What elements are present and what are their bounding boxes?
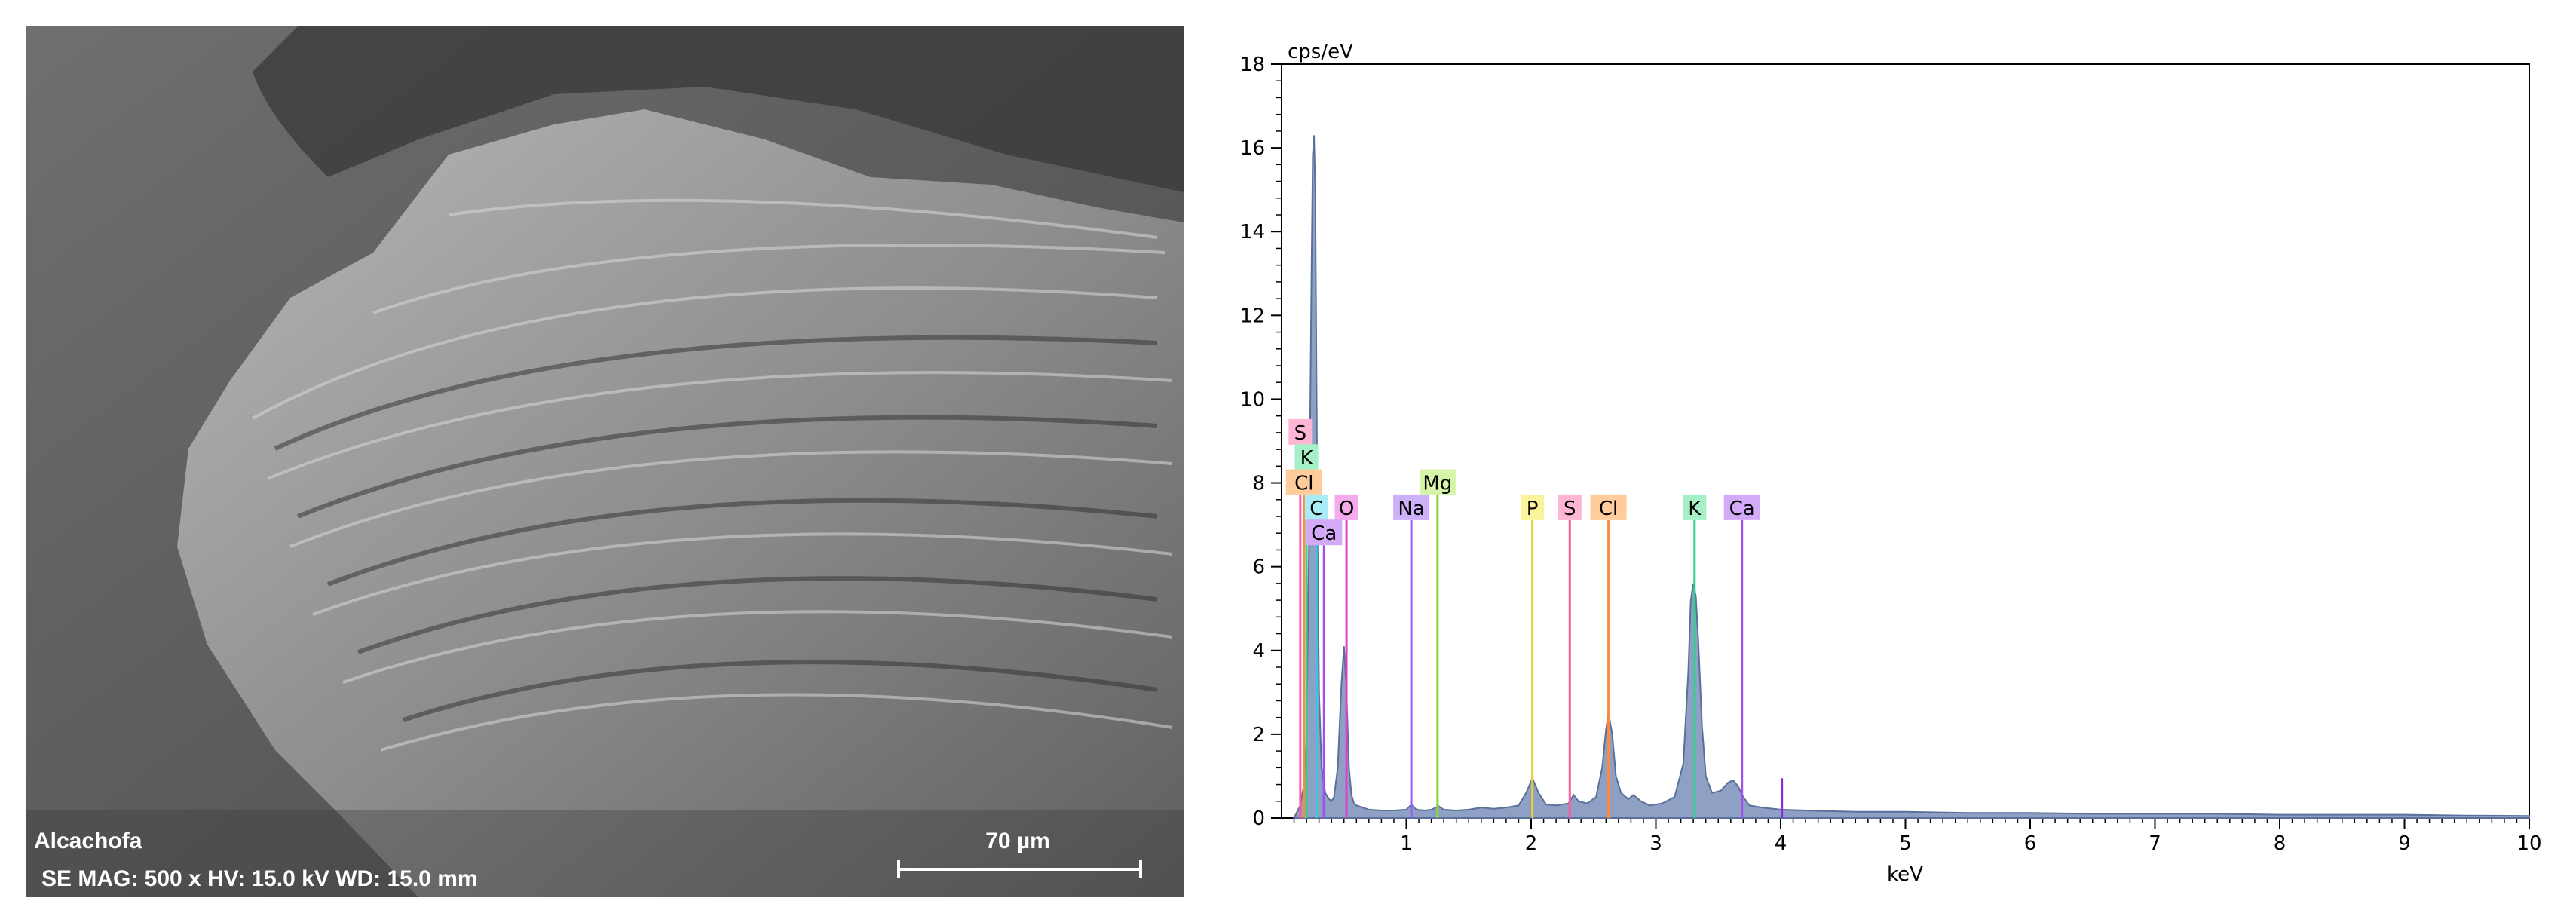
x-tick-label: 8 bbox=[2274, 832, 2287, 855]
element-label: K bbox=[1300, 447, 1314, 470]
sem-info-line: SE MAG: 500 x HV: 15.0 kV WD: 15.0 mm bbox=[41, 866, 478, 891]
y-tick-label: 4 bbox=[1252, 640, 1265, 663]
element-label: O bbox=[1339, 498, 1354, 520]
x-tick-label: 5 bbox=[1899, 832, 1912, 855]
x-tick-label: 4 bbox=[1775, 832, 1787, 855]
x-tick-label: 3 bbox=[1649, 832, 1662, 855]
spectrum-series bbox=[1292, 135, 2530, 819]
element-label: P bbox=[1527, 498, 1539, 520]
element-label-box bbox=[1288, 418, 1313, 445]
x-tick-label: 7 bbox=[2149, 832, 2161, 855]
scale-bar-label: 70 µm bbox=[985, 829, 1050, 853]
sem-micrograph: Alcachofa SE MAG: 500 x HV: 15.0 kV WD: … bbox=[26, 26, 1184, 897]
x-axis-label: keV bbox=[1887, 863, 1923, 886]
element-label-box bbox=[1285, 469, 1322, 495]
plot-frame bbox=[1281, 63, 2530, 819]
y-axis-label: cps/eV bbox=[1288, 41, 1353, 63]
x-tick-label: 2 bbox=[1525, 832, 1538, 855]
element-label-box bbox=[1294, 444, 1319, 470]
y-tick-label: 10 bbox=[1240, 388, 1265, 411]
x-tick-label: 9 bbox=[2398, 832, 2411, 855]
element-label: Cl bbox=[1599, 498, 1618, 520]
element-label-box bbox=[1558, 494, 1582, 520]
y-tick-label: 12 bbox=[1240, 305, 1265, 327]
sem-sample-name: Alcachofa bbox=[34, 829, 142, 853]
element-label-box bbox=[1590, 494, 1627, 520]
element-label-box bbox=[1683, 494, 1707, 520]
element-label-box bbox=[1304, 494, 1328, 520]
x-tick-label: 10 bbox=[2516, 832, 2541, 855]
element-label-box bbox=[1306, 519, 1343, 546]
element-label: S bbox=[1564, 498, 1576, 520]
element-label-box bbox=[1723, 494, 1760, 520]
fiber-strands bbox=[252, 198, 1173, 752]
y-tick-label: 6 bbox=[1252, 556, 1265, 579]
scale-bar bbox=[897, 860, 1142, 878]
y-axis-ticks: 0 2 4 6 8 10 12 14 16 18 bbox=[1240, 54, 1282, 830]
element-label: Ca bbox=[1729, 498, 1755, 520]
element-label-box bbox=[1419, 469, 1456, 495]
x-tick-label: 1 bbox=[1400, 832, 1413, 855]
element-label: Na bbox=[1398, 498, 1424, 520]
x-tick-label: 6 bbox=[2024, 832, 2037, 855]
element-label-box bbox=[1393, 494, 1430, 520]
y-tick-label: 2 bbox=[1252, 724, 1265, 746]
element-label-box bbox=[1521, 494, 1545, 520]
x-axis-ticks: 1 2 3 4 5 6 7 8 9 10 bbox=[1293, 818, 2542, 855]
y-tick-label: 14 bbox=[1240, 221, 1265, 244]
element-label: K bbox=[1688, 498, 1702, 520]
element-label-box bbox=[1334, 494, 1358, 520]
y-tick-label: 18 bbox=[1240, 54, 1265, 76]
spectrum-area bbox=[1292, 135, 2530, 819]
y-tick-label: 8 bbox=[1252, 473, 1265, 495]
element-label: Cl bbox=[1294, 473, 1313, 495]
element-label: C bbox=[1309, 498, 1323, 520]
y-tick-label: 16 bbox=[1240, 137, 1265, 160]
element-label: S bbox=[1294, 422, 1307, 445]
element-label: Ca bbox=[1311, 522, 1337, 545]
element-label: Mg bbox=[1423, 473, 1452, 495]
y-tick-label: 0 bbox=[1252, 807, 1265, 830]
